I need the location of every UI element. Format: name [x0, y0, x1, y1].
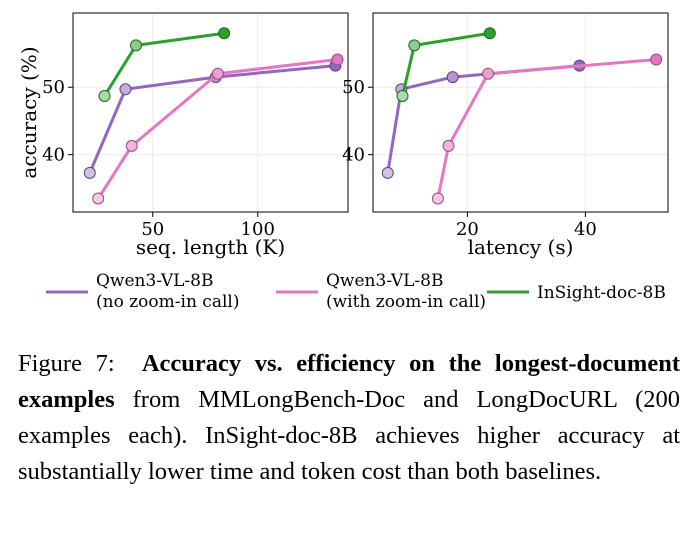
- data-point-insight: [396, 89, 409, 102]
- x-tick-label: 40: [574, 219, 597, 240]
- series-line-qwen_zoom: [96, 58, 338, 200]
- legend-label-sub: (with zoom-in call): [326, 292, 486, 312]
- data-point-insight: [129, 39, 142, 52]
- x-tick-label: 20: [456, 219, 479, 240]
- data-point-qwen_zoom: [482, 67, 495, 80]
- data-point-qwen_no_zoom: [446, 71, 459, 84]
- panel-latency: 20 40 40 50 latency (s): [342, 12, 669, 259]
- data-point-qwen_no_zoom: [381, 166, 394, 179]
- data-point-qwen_no_zoom: [83, 166, 96, 179]
- y-tick-label: 40: [42, 145, 65, 166]
- y-tick-label: 50: [342, 77, 365, 98]
- x-tick-label: 100: [241, 219, 275, 240]
- plot-frame: [72, 12, 349, 213]
- data-point-insight: [483, 27, 496, 40]
- series-line-qwen_zoom: [436, 58, 657, 199]
- x-axis-label: seq. length (K): [136, 235, 285, 259]
- data-point-qwen_zoom: [211, 67, 224, 80]
- data-point-qwen_zoom: [331, 53, 344, 66]
- caption-bold: Accuracy vs. efficiency on the longest-d…: [18, 350, 680, 413]
- legend-label: Qwen3-VL-8B: [96, 271, 213, 291]
- data-point-qwen_zoom: [650, 53, 663, 66]
- legend-label: InSight-doc-8B: [537, 283, 666, 303]
- y-axis-label: accuracy (%): [17, 46, 41, 178]
- y-tick-label: 40: [342, 145, 365, 166]
- legend-label-sub: (no zoom-in call): [96, 292, 239, 312]
- data-point-insight: [408, 39, 421, 52]
- data-point-insight: [218, 27, 231, 40]
- legend-label: Qwen3-VL-8B: [326, 271, 443, 291]
- y-tick-label: 50: [42, 77, 65, 98]
- data-point-qwen_zoom: [125, 139, 138, 152]
- series-line-qwen_no_zoom: [88, 64, 336, 174]
- figure-caption: Figure 7: Accuracy vs. efficiency on the…: [18, 346, 680, 490]
- data-point-qwen_zoom: [431, 192, 444, 205]
- x-tick-label: 50: [141, 219, 164, 240]
- caption-rest: from MMLongBench-Doc and LongDocURL (200…: [18, 386, 680, 485]
- x-axis-label: latency (s): [468, 235, 574, 259]
- caption-label: Figure 7:: [18, 350, 115, 377]
- data-point-insight: [98, 89, 111, 102]
- data-point-qwen_no_zoom: [119, 83, 132, 96]
- data-point-qwen_zoom: [92, 192, 105, 205]
- plot-frame: [372, 12, 669, 213]
- data-point-qwen_zoom: [442, 139, 455, 152]
- legend: Qwen3-VL-8B(no zoom-in call)Qwen3-VL-8B(…: [46, 271, 666, 312]
